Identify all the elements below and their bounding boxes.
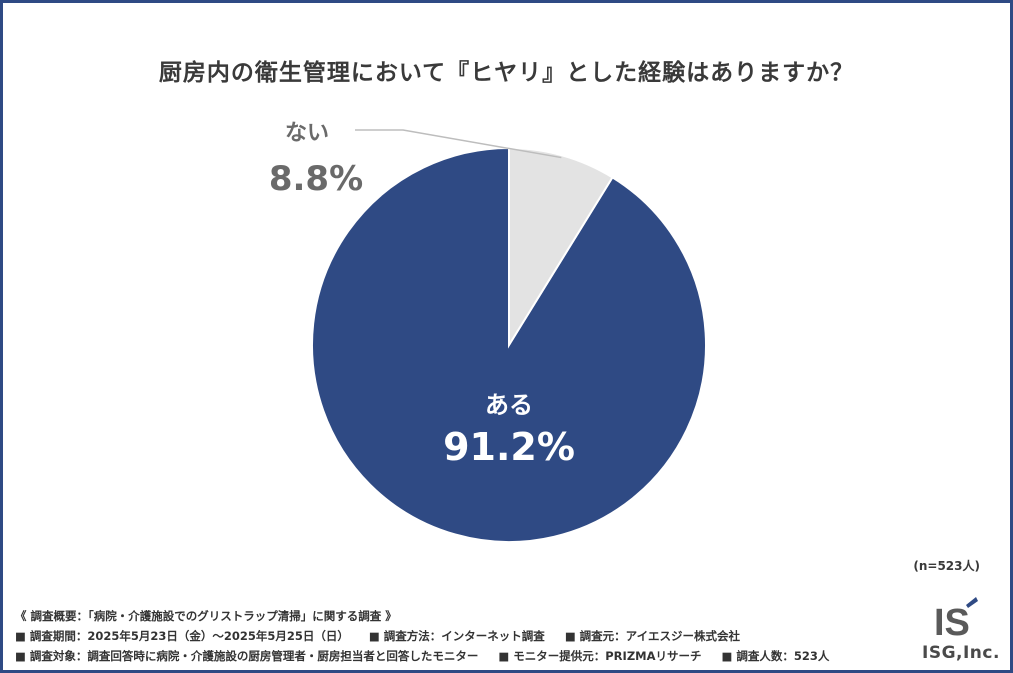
notes-provider: ■ モニター提供元：PRIZMAリサーチ: [498, 649, 702, 663]
logo-text: ISG,Inc.: [922, 643, 1000, 663]
sample-size-label: (n=523人): [913, 559, 980, 573]
company-logo: IS ISG,Inc.: [922, 595, 1000, 667]
slice-value-nai: 8.8%: [269, 159, 363, 199]
notes-line-3: ■ 調査対象：調査回答時に病院・介護施設の厨房管理者・厨房担当者と回答したモニタ…: [15, 646, 915, 666]
pie-chart: ある 91.2% ない 8.8%: [269, 121, 707, 543]
slice-label-aru: ある: [485, 391, 533, 419]
leader-line-nai: [355, 129, 562, 159]
logo-accent-icon: [966, 597, 978, 608]
notes-summary: 《 調査概要：「病院・介護施設でのグリストラップ清掃」に関する調査 》: [15, 609, 397, 623]
logo-mark-text: IS: [934, 602, 970, 641]
slice-value-aru: 91.2%: [443, 425, 575, 469]
notes-line-2: ■ 調査期間：2025年5月23日（金）～2025年5月25日（日） ■ 調査方…: [15, 626, 915, 646]
notes-method: ■ 調査方法：インターネット調査: [368, 629, 545, 643]
notes-target: ■ 調査対象：調査回答時に病院・介護施設の厨房管理者・厨房担当者と回答したモニタ…: [15, 649, 479, 663]
notes-period: ■ 調査期間：2025年5月23日（金）～2025年5月25日（日）: [15, 629, 349, 643]
slice-label-nai: ない: [285, 121, 329, 146]
chart-title: 厨房内の衛生管理において『ヒヤリ』とした経験はありますか？: [158, 60, 855, 86]
survey-notes: 《 調査概要：「病院・介護施設でのグリストラップ清掃」に関する調査 》 ■ 調査…: [15, 606, 915, 666]
pie-slice-nai: [508, 146, 614, 349]
notes-organizer: ■ 調査元：アイエスジー株式会社: [564, 629, 740, 643]
notes-count: ■ 調査人数：523人: [721, 649, 830, 663]
isg-logo-icon: IS: [934, 597, 978, 641]
